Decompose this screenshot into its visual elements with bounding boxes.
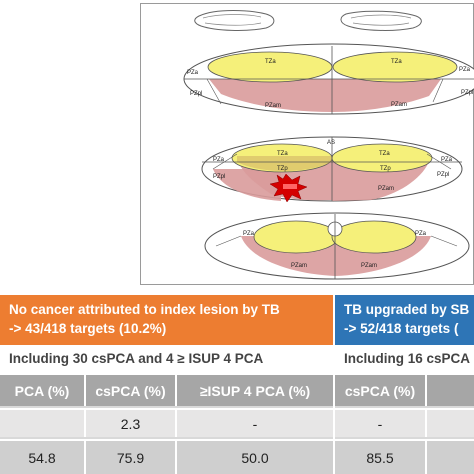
label-pzpl-2: PZpl bbox=[461, 90, 473, 96]
tb-upgraded-header-line2: -> 52/418 targets ( bbox=[344, 321, 459, 336]
mid-section bbox=[201, 136, 463, 203]
cell-cspca-a: 2.3 bbox=[86, 410, 177, 437]
tb-upgraded-header: TB upgraded by SB -> 52/418 targets ( bbox=[335, 295, 474, 345]
label-pzpl-3: PZpl bbox=[213, 174, 225, 180]
label-pzpl-1: PZpl bbox=[190, 91, 202, 97]
table-row: 54.8 75.9 50.0 bbox=[0, 439, 333, 474]
cell-pca-b: 54.8 bbox=[0, 441, 86, 474]
seminal-vesicles bbox=[194, 10, 422, 31]
label-pzam-2: PZam bbox=[391, 102, 407, 108]
label-tza-1: TZa bbox=[265, 59, 276, 65]
cell-next-right-b bbox=[427, 441, 474, 474]
label-tzp-2: TZp bbox=[380, 166, 391, 172]
label-pza-3: PZa bbox=[213, 157, 225, 163]
col-cspca-right: csPCA (%) bbox=[335, 375, 427, 406]
no-cancer-header-line2: -> 43/418 targets (10.2%) bbox=[9, 321, 167, 336]
col-next-right bbox=[427, 375, 474, 406]
table-row: 2.3 - bbox=[0, 408, 333, 437]
tb-upgraded-header-line1: TB upgraded by SB bbox=[344, 302, 470, 317]
cell-pca-a bbox=[0, 410, 86, 437]
label-tzp: TZp bbox=[277, 166, 288, 172]
label-pzpl-4: PZpl bbox=[437, 172, 449, 178]
cell-cspca-right-a: - bbox=[335, 410, 427, 437]
label-pza-4: PZa bbox=[441, 157, 453, 163]
label-pza-1: PZa bbox=[187, 70, 199, 76]
label-pzam-4: PZam bbox=[291, 263, 307, 269]
no-cancer-header: No cancer attributed to index lesion by … bbox=[0, 295, 333, 345]
label-pzam-5: PZam bbox=[361, 263, 377, 269]
no-cancer-subheader: Including 30 csPCA and 4 ≥ ISUP 4 PCA bbox=[0, 345, 333, 375]
col-isup4: ≥ISUP 4 PCA (%) bbox=[199, 382, 311, 399]
base-section bbox=[183, 43, 474, 115]
label-as: AS bbox=[327, 140, 335, 146]
no-cancer-column-headers: PCA (%) csPCA (%) ≥ISUP 4 PCA (%) bbox=[0, 375, 333, 406]
cell-cspca-b: 75.9 bbox=[86, 441, 177, 474]
tb-upgraded-column-headers: csPCA (%) bbox=[335, 375, 474, 406]
label-pza-6: PZa bbox=[415, 231, 427, 237]
prostate-sections-svg: TZa TZa PZa PZa PZpl PZpl PZam PZam AS T… bbox=[183, 10, 474, 280]
label-pza-5: PZa bbox=[243, 231, 255, 237]
label-tza-2: TZa bbox=[391, 59, 402, 65]
table-row: 85.5 bbox=[335, 439, 474, 474]
cell-isup4-a: - bbox=[252, 415, 258, 432]
prostate-diagram: TZa TZa PZa PZa PZpl PZpl PZam PZam AS T… bbox=[140, 3, 474, 285]
label-tza-4: TZa bbox=[379, 151, 390, 157]
cell-next-right-a bbox=[427, 410, 474, 437]
no-cancer-panel: No cancer attributed to index lesion by … bbox=[0, 295, 333, 474]
label-pzam-1: PZam bbox=[265, 103, 281, 109]
col-pca: PCA (%) bbox=[0, 375, 86, 406]
apex-section bbox=[204, 212, 470, 280]
tb-upgraded-panel: TB upgraded by SB -> 52/418 targets ( In… bbox=[335, 295, 474, 474]
cell-cspca-right-b: 85.5 bbox=[335, 441, 427, 474]
table-row: - bbox=[335, 408, 474, 437]
tb-upgraded-subheader: Including 16 csPCA bbox=[335, 345, 474, 375]
col-cspca: csPCA (%) bbox=[86, 375, 177, 406]
label-tza-3: TZa bbox=[277, 151, 288, 157]
label-pza-2: PZa bbox=[459, 67, 471, 73]
cell-isup4-b: 50.0 bbox=[241, 449, 269, 466]
no-cancer-header-line1: No cancer attributed to index lesion by … bbox=[9, 302, 280, 317]
label-pzam-3: PZam bbox=[378, 186, 394, 192]
